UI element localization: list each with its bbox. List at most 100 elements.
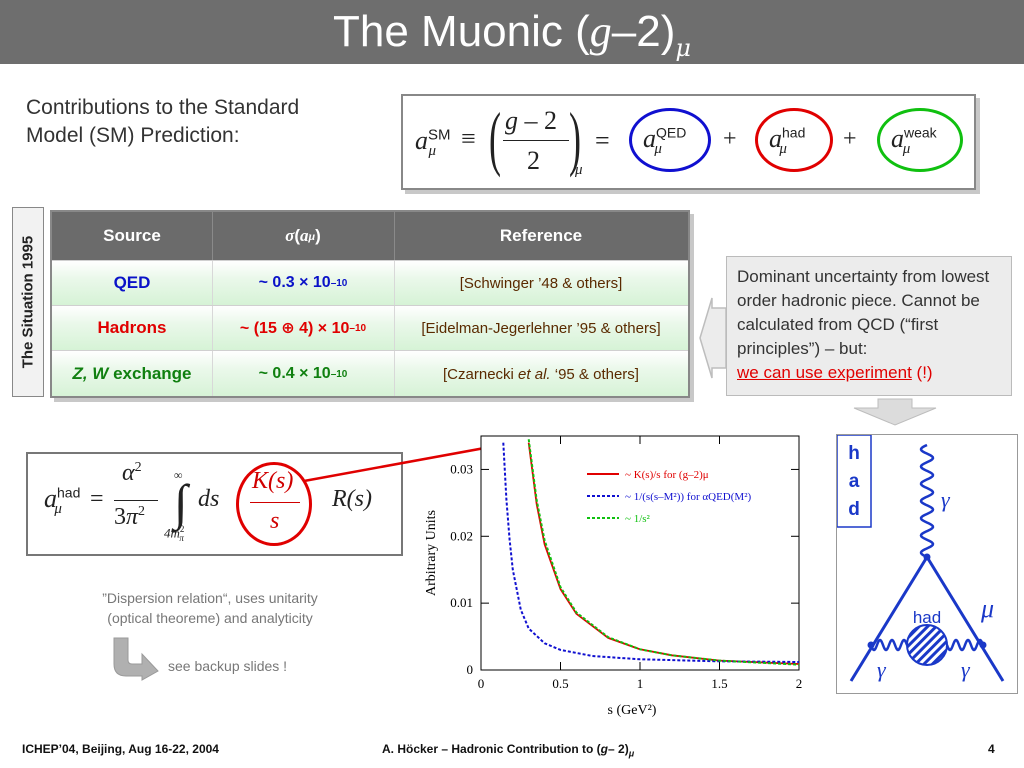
header-sigma: σ(a μ) [285,226,321,245]
vertex-top [923,553,931,561]
a-qed-symbol: aQEDμ [643,124,687,158]
experiment-link: we can use experiment [737,363,912,382]
alpha-squared: α2 [122,460,142,486]
fraction-den: 2 [527,146,540,175]
ds-term: ds [198,486,220,512]
down-arrow-icon [853,398,937,426]
kernel-plot-svg: 0 0.5 1 1.5 2 0 0.01 0.02 0.03 s (GeV²) Arbitrary … [424,435,803,718]
y-tick-label: 0 [467,662,474,677]
kernel-plot: 0 0.5 1 1.5 2 0 0.01 0.02 0.03 s (GeV²) Arbitrary … [415,430,810,722]
a-had-symbol: ahadμ [769,124,806,158]
legend-label-1: ~ K(s)/s for (g–2)μ [625,469,709,481]
paren-sub-mu: μ [575,162,583,178]
equiv-sign: ≡ [461,124,476,153]
vertex-right [979,641,987,649]
fraction-bar [503,140,569,141]
table-row: QED ~ 0.3 × 10 –10 [Schwinger ’48 & other… [52,260,688,305]
footer: ICHEP’04, Beijing, Aug 16-22, 2004 A. Hö… [0,736,1024,764]
kernel-bar [250,502,300,503]
y-tick-label: 0.03 [450,461,473,476]
photon-label-left: γ [877,657,887,682]
photon-line-right [945,638,985,652]
series-line-2 [502,442,799,663]
contributions-line-1: Contributions to the Standard [26,96,300,119]
muon-line-left [849,556,929,682]
uncertainty-note: Dominant uncertainty from lowest order h… [726,256,1012,396]
backup-arrow-icon [113,637,159,681]
header-reference: Reference [499,226,583,245]
x-tick-label: 0 [478,676,485,691]
left-paren: ( [488,98,501,178]
legend-label-2: ~ 1/(s(s–M²)) for αQED(M²) [625,491,751,503]
header-source: Source [103,226,161,245]
weak-ellipse [877,108,963,172]
muon-label: μ [980,594,994,623]
title-bar [0,0,1024,64]
hadronic-blob [906,624,948,666]
row-hadrons-reference: [Eidelman-Jegerlehner ’95 & others] [421,319,661,337]
qed-ellipse [629,108,711,172]
situation-1995-label: The Situation 1995 [12,207,44,397]
table-row: Z, W exchange ~ 0.4 × 10 –10 [Czarnecki e… [52,350,688,396]
contributions-line-2: Model (SM) Prediction: [26,124,240,147]
feynman-diagram-svg: h a d had γ μ γ γ [836,434,1005,682]
kernel-ellipse [236,462,312,546]
plus-sign-1: + [723,126,737,152]
muon-line-right [925,556,1005,682]
had-letter-a: a [849,471,860,492]
series-line-3 [527,439,799,666]
equals-sign: = [595,126,610,155]
kernel-denominator: s [270,508,280,534]
a-had-mu-symbol: ahadμ [44,484,81,518]
photon-label-right: γ [961,657,971,682]
had-letter-h: h [848,443,860,464]
row-hadrons-source: Hadrons [97,318,167,337]
backup-note: see backup slides ! [168,658,288,674]
photon-line-top [919,443,935,559]
had-ellipse [755,108,833,172]
photon-line-left [869,638,909,652]
slide-title: The Muonic (g–2)μ [333,7,691,62]
lower-limit: 4m2π [164,524,185,543]
x-tick-label: 0.5 [552,676,568,691]
upper-limit: ∞ [174,468,183,482]
row-qed-sigma: ~ 0.3 × 10 –10 [258,274,348,291]
had-letter-d: d [848,499,860,520]
three-pi-squared: 3π2 [114,504,146,530]
a-weak-symbol: aweakμ [891,124,937,158]
contributions-heading: Contributions to the Standard Model (SM)… [26,94,386,150]
y-axis-label: Arbitrary Units [424,510,439,596]
x-tick-label: 2 [796,676,803,691]
table-header: Source σ(a μ) Reference [52,212,688,260]
legend-label-3: ~ 1/s² [625,513,651,525]
feynman-diagram: h a d had γ μ γ γ [836,434,1018,694]
table-row: Hadrons ~ (15 ⊕ 4) × 10 –10 [Eidelman-Jeg… [52,305,688,350]
sm-equation-box: aSMμ ≡ ( g – 2 2 ) μ = aQEDμ + ahadμ + a… [401,94,976,190]
row-zw-sigma: ~ 0.4 × 10 –10 [258,365,348,382]
x-axis-label: s (GeV²) [608,703,657,718]
hadronic-label: had [913,608,941,627]
row-qed-source: QED [113,273,151,292]
disp-equals: = [90,486,104,512]
fraction-num: g – 2 [505,106,557,135]
footer-talk: A. Höcker – Hadronic Contribution to (g–… [382,742,635,759]
integral-sign: ∫ [174,474,188,530]
a-sm-symbol: aSMμ [415,126,451,160]
kernel-numerator: K(s) [252,468,294,494]
had-label-box [836,434,872,528]
row-hadrons-sigma: ~ (15 ⊕ 4) × 10 –10 [239,320,367,337]
dispersion-integral-box: ahadμ = α2 3π2 ∞ ∫ 4m2π ds K(s) s R(s) [26,452,403,556]
x-tick-label: 1 [637,676,644,691]
footer-conference: ICHEP’04, Beijing, Aug 16-22, 2004 [22,742,219,756]
r-ratio: R(s) [332,486,372,512]
left-arrow-icon [699,297,727,379]
x-tick-label: 1.5 [711,676,727,691]
disp-fraction-bar [114,500,158,501]
plus-sign-2: + [843,126,857,152]
y-tick-label: 0.02 [450,528,473,543]
footer-page-number: 4 [988,742,995,756]
photon-label-top: γ [941,487,951,512]
row-zw-reference: [Czarnecki et al. ‘95 & others] [443,365,639,383]
row-zw-source: Z, W exchange [72,364,192,383]
contributions-table: Source σ(a μ) Reference QED ~ 0.3 × 10 –10… [50,210,690,398]
